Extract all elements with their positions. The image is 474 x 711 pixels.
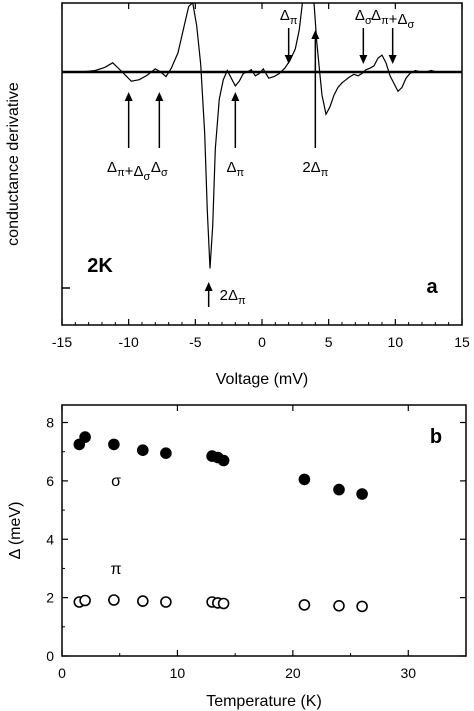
annotation-4: Δπ — [280, 7, 298, 64]
annotation-arrowhead — [204, 282, 213, 291]
annotation-arrowhead — [388, 55, 397, 64]
annotation-7: Δπ+Δσ — [371, 7, 414, 64]
sigma-data-point — [298, 473, 311, 486]
plot-frame-a — [61, 2, 463, 326]
temperature-label: 2K — [87, 255, 113, 277]
y-axis-title: conductance derivative — [5, 82, 22, 246]
annotation-label: Δπ+Δσ — [371, 7, 414, 31]
annotation-arrowhead — [284, 55, 293, 64]
x-tick-label: 30 — [400, 665, 416, 681]
sigma-data-point — [160, 447, 172, 460]
sigma-data-point — [73, 438, 86, 451]
x-tick-label: 0 — [258, 334, 266, 350]
pi-data-point — [333, 599, 345, 612]
pi-data-point — [79, 594, 91, 607]
annotation-label: Δσ — [151, 159, 168, 179]
annotation-label: Δπ — [280, 7, 298, 27]
panel-label-a: a — [426, 276, 438, 298]
annotation-label: Δπ+Δσ — [107, 159, 150, 183]
y-tick-label: 8 — [46, 415, 54, 431]
annotation-label: Δσ — [355, 7, 372, 27]
sigma-data-point — [108, 438, 120, 451]
data-curve — [81, 3, 442, 269]
x-tick-label: 5 — [325, 334, 333, 350]
x-tick-label: 10 — [388, 334, 404, 350]
sigma-data-point — [356, 488, 368, 500]
annotation-6: Δσ — [355, 7, 372, 64]
pi-data-point — [356, 600, 368, 613]
y-tick-label: 2 — [46, 590, 54, 606]
series-label-sigma: σ — [111, 473, 121, 490]
pi-data-point — [298, 599, 311, 611]
series-label-pi: π — [110, 561, 121, 578]
panel-label-b: b — [430, 426, 442, 448]
x-tick-label: 10 — [170, 665, 186, 681]
annotation-1: Δσ — [151, 92, 168, 179]
annotation-arrowhead — [359, 55, 368, 64]
x-axis-title: Voltage (mV) — [216, 371, 308, 388]
x-tick-label: -15 — [52, 334, 72, 350]
x-tick-label: -5 — [189, 334, 202, 350]
annotation-label: 2Δπ — [220, 287, 246, 307]
y-axis-title: Δ (meV) — [7, 502, 24, 560]
annotation-0: Δπ+Δσ — [107, 92, 150, 183]
sigma-data-point — [333, 483, 345, 496]
annotation-label: 2Δπ — [302, 159, 328, 179]
annotation-arrowhead — [124, 92, 133, 101]
y-tick-label: 6 — [46, 473, 54, 489]
sigma-data-point — [137, 444, 149, 457]
x-axis-title: Temperature (K) — [206, 693, 322, 710]
x-tick-label: 15 — [454, 334, 470, 350]
pi-data-point — [160, 596, 172, 608]
annotation-2: 2Δπ — [204, 282, 246, 307]
annotation-3: Δπ — [227, 92, 245, 179]
annotation-arrowhead — [311, 30, 320, 39]
pi-data-point — [217, 597, 230, 610]
panel-b: 0 10 20 30 0 2 4 6 8 Temperature (K) Δ (meV) b σ π — [7, 404, 467, 710]
x-tick-label: 20 — [285, 665, 301, 681]
x-tick-label: 0 — [58, 665, 66, 681]
plot-frame-b — [61, 404, 467, 657]
annotation-label: Δπ — [227, 159, 245, 179]
pi-data-point — [137, 595, 149, 607]
annotation-arrowhead — [155, 92, 164, 101]
y-tick-label: 4 — [46, 531, 54, 547]
sigma-data-point — [217, 454, 230, 467]
sigma-data-point — [79, 431, 91, 443]
panel-a: -15 -10 -5 0 5 10 15 Voltage (mV) conductance de… — [5, 2, 470, 388]
annotation-arrowhead — [231, 92, 240, 101]
annotation-5: 2Δπ — [302, 30, 329, 179]
pi-data-point — [108, 594, 120, 606]
x-tick-label: -10 — [119, 334, 139, 350]
y-tick-label: 0 — [46, 648, 54, 664]
